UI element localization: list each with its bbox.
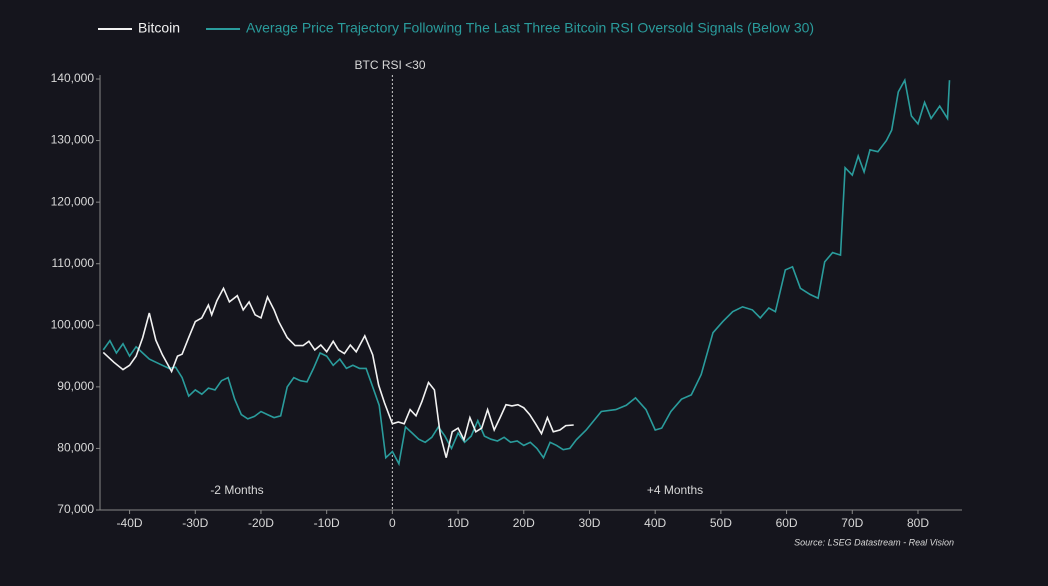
y-tick-label: 140,000 xyxy=(51,71,95,85)
x-tick-label: -10D xyxy=(314,516,340,530)
x-tick-label: 30D xyxy=(578,516,600,530)
y-tick-label: 110,000 xyxy=(52,256,95,270)
x-tick-label: 50D xyxy=(710,516,732,530)
x-tick-label: -40D xyxy=(117,516,143,530)
legend-label: Average Price Trajectory Following The L… xyxy=(246,20,814,36)
annotation: +4 Months xyxy=(647,483,703,497)
y-tick-label: 70,000 xyxy=(57,502,94,516)
source-note: Source: LSEG Datastream - Real Vision xyxy=(794,537,954,547)
x-tick-label: -30D xyxy=(182,516,208,530)
x-tick-label: 10D xyxy=(447,516,469,530)
x-tick-label: 70D xyxy=(841,516,863,530)
y-tick-label: 130,000 xyxy=(51,133,95,147)
y-tick-label: 120,000 xyxy=(51,194,95,208)
x-tick-label: -20D xyxy=(248,516,274,530)
x-tick-label: 80D xyxy=(907,516,929,530)
annotation: BTC RSI <30 xyxy=(354,58,425,72)
y-tick-label: 90,000 xyxy=(57,379,94,393)
legend-label: Bitcoin xyxy=(138,20,180,36)
annotation: -2 Months xyxy=(210,483,263,497)
x-tick-label: 0 xyxy=(389,516,396,530)
x-tick-label: 60D xyxy=(776,516,798,530)
y-tick-label: 100,000 xyxy=(51,317,95,331)
y-tick-label: 80,000 xyxy=(57,441,94,455)
x-tick-label: 40D xyxy=(644,516,666,530)
series-line xyxy=(102,286,574,458)
series-line xyxy=(102,77,951,467)
x-tick-label: 20D xyxy=(513,516,535,530)
